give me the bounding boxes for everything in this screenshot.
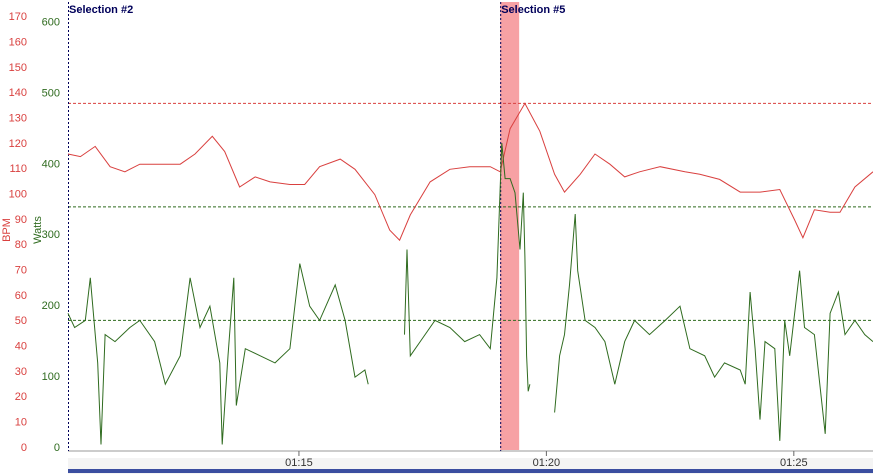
scrollbar[interactable]	[68, 469, 873, 473]
y-tick-label: 170	[9, 11, 27, 23]
x-tick-label: 01:15	[285, 457, 313, 469]
y-tick-label: 140	[9, 87, 27, 99]
data-line	[67, 102, 873, 242]
y-tick-label: 50	[15, 315, 27, 327]
y-tick-label: 70	[15, 265, 27, 277]
y-tick-label: 90	[15, 214, 27, 226]
y-axis-label: BPM	[1, 218, 13, 242]
y2-tick-label: 500	[42, 87, 60, 99]
y-tick-label: 120	[9, 138, 27, 150]
y-tick-label: 100	[9, 188, 27, 200]
y2-tick-label: 600	[42, 16, 60, 28]
y-tick-label: 150	[9, 62, 27, 74]
selection-label: Selection #5	[501, 4, 565, 16]
y2-tick-label: 300	[42, 229, 60, 241]
y-tick-label: 60	[15, 290, 27, 302]
x-tick-label: 01:20	[533, 457, 561, 469]
data-line	[554, 213, 873, 441]
selection-label: Selection #2	[69, 4, 133, 16]
y-tick-label: 160	[9, 36, 27, 48]
x-tick-label: 01:25	[780, 457, 808, 469]
y-tick-label: 20	[15, 391, 27, 403]
y2-tick-label: 0	[54, 442, 60, 454]
y-tick-label: 80	[15, 239, 27, 251]
y2-tick-label: 100	[42, 371, 60, 383]
y-tick-label: 40	[15, 341, 27, 353]
y2-tick-label: 200	[42, 300, 60, 312]
y-tick-label: 30	[15, 366, 27, 378]
data-line	[404, 143, 531, 392]
y-tick-label: 110	[9, 163, 27, 175]
y2-axis-label: Watts	[32, 216, 44, 244]
y-tick-label: 0	[21, 442, 27, 454]
y2-tick-label: 400	[42, 158, 60, 170]
data-line	[67, 263, 369, 445]
y-tick-label: 130	[9, 112, 27, 124]
selection-span	[500, 2, 520, 450]
y-tick-label: 10	[15, 417, 27, 429]
